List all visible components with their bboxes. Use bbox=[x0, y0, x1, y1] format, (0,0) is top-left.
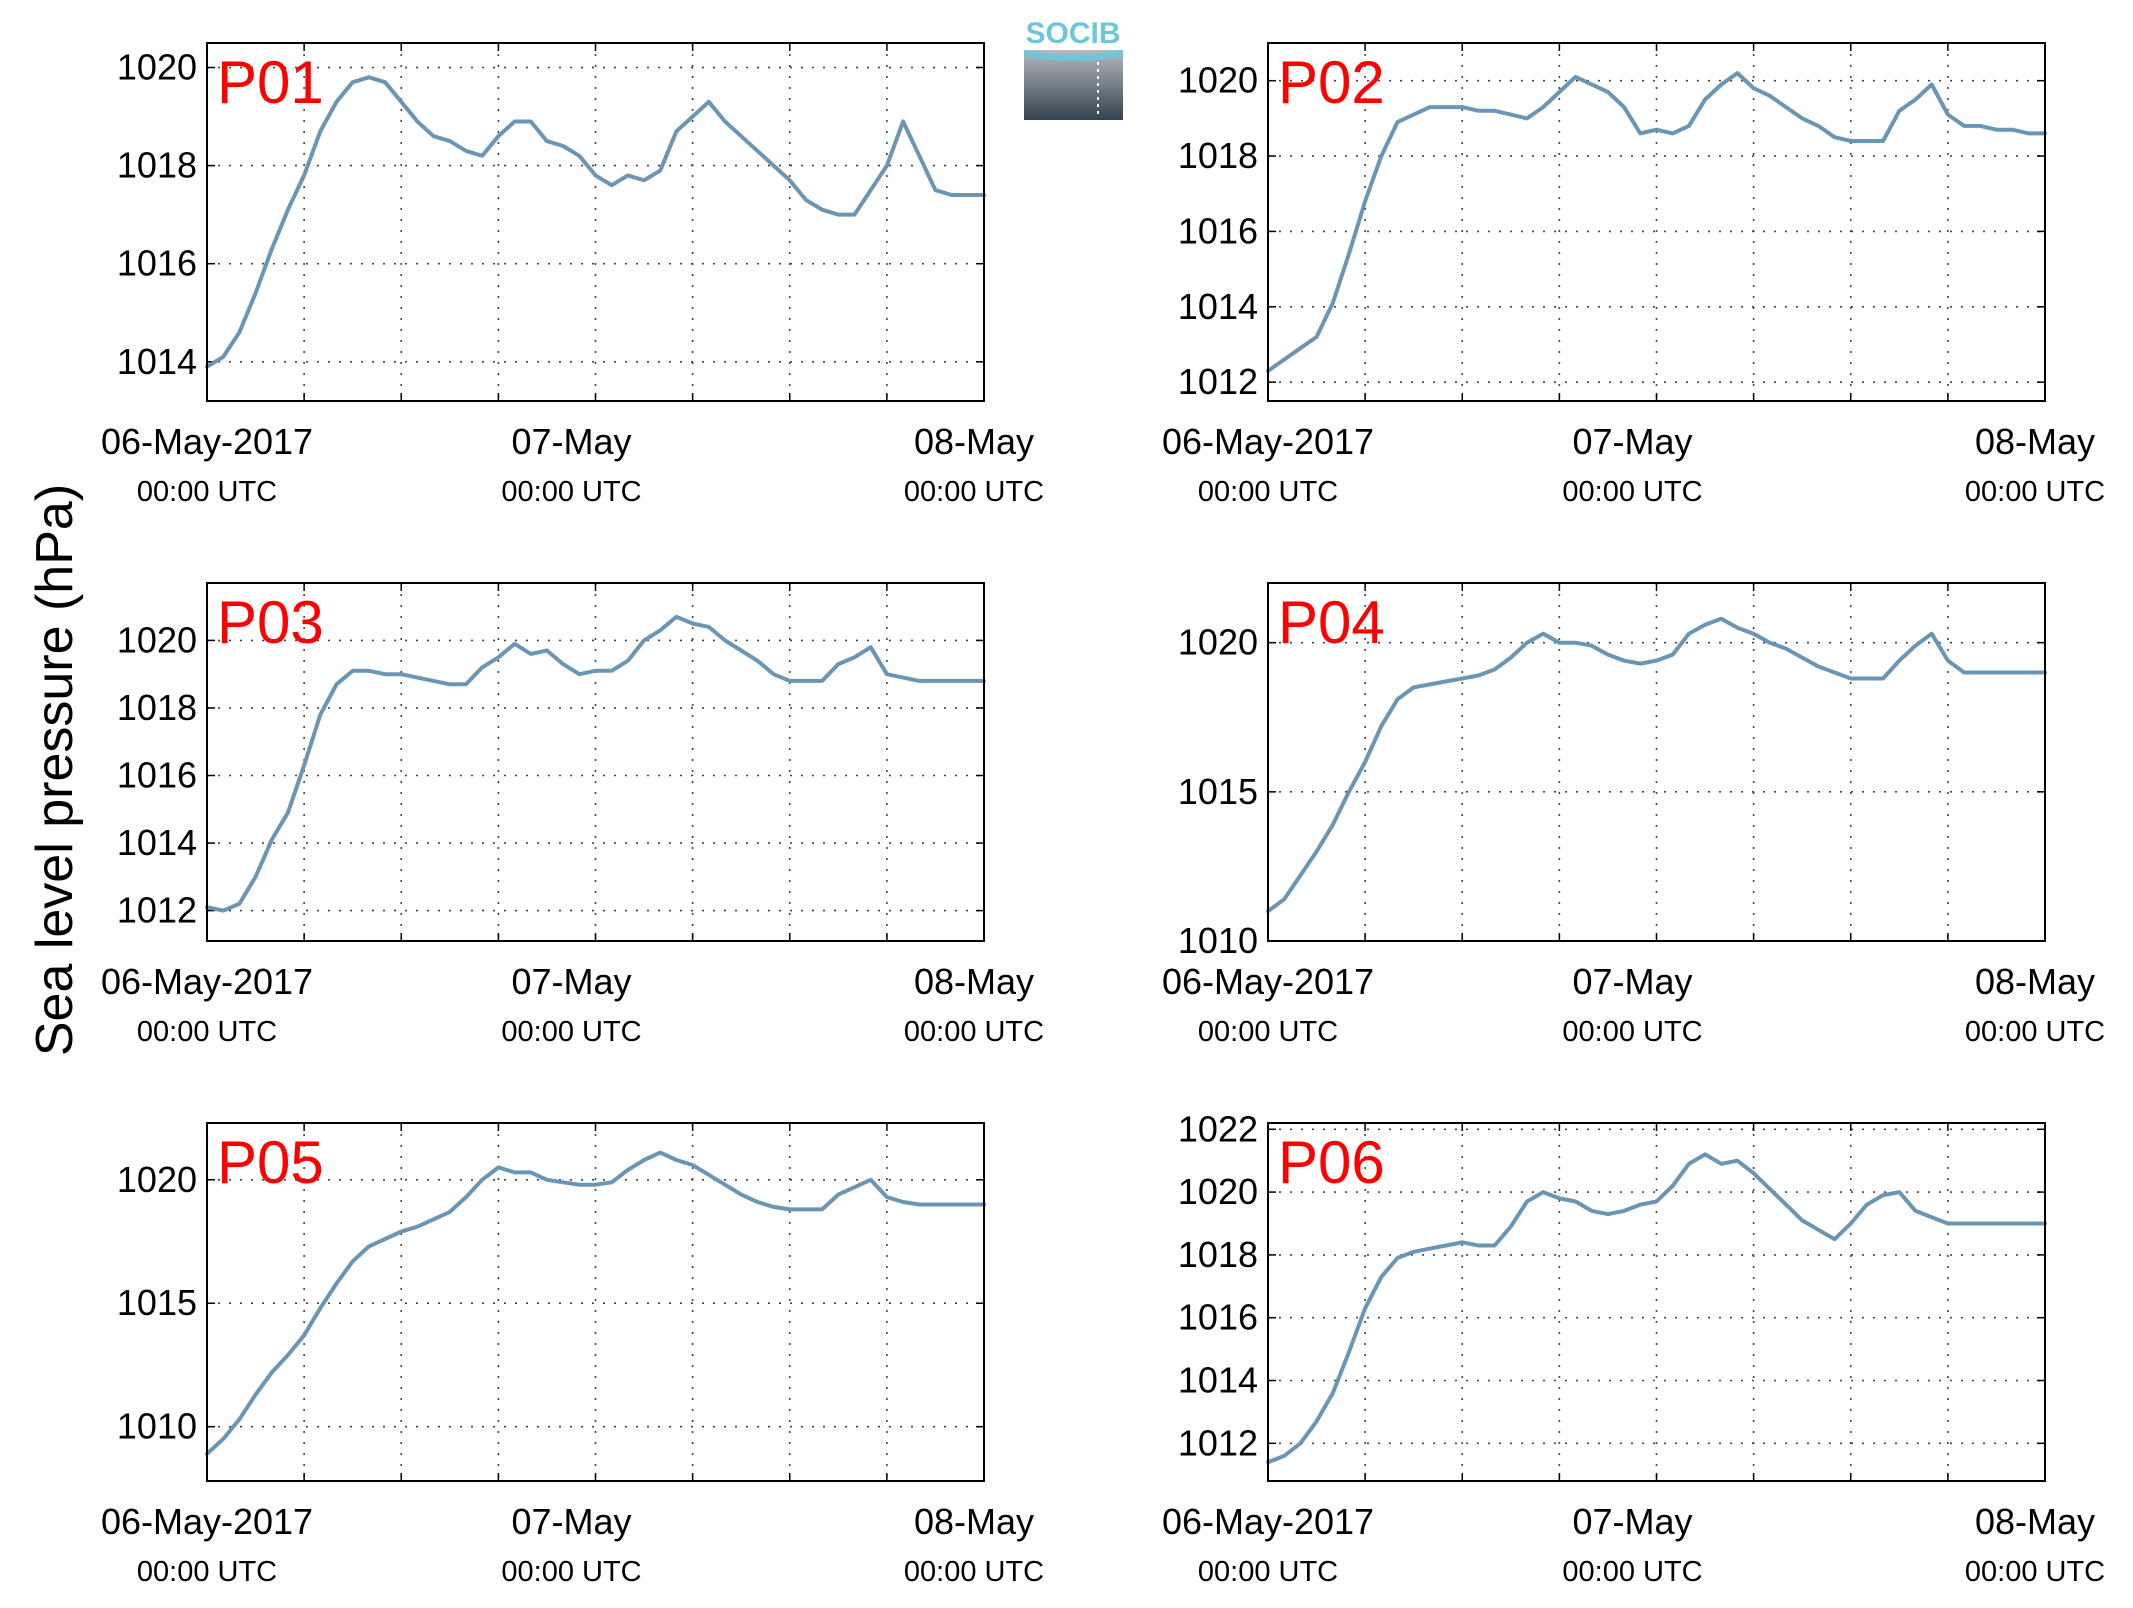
y-tick-label: 1016 bbox=[117, 755, 197, 796]
x-tick-time-label: 00:00 UTC bbox=[1198, 1016, 1338, 1048]
x-tick-date-label: 08-May bbox=[1975, 1501, 2095, 1542]
y-tick-label: 1018 bbox=[117, 145, 197, 186]
y-tick-label: 1014 bbox=[117, 341, 197, 382]
x-tick-date-label: 07-May bbox=[511, 1501, 631, 1542]
series-line bbox=[1266, 1152, 2047, 1465]
x-tick-date-label: 08-May bbox=[914, 421, 1034, 462]
panel-p01: 1014 1016 1018 1020 06-May-2017 00:00 UTC 07-M… bbox=[101, 42, 1044, 508]
y-tick-label: 1020 bbox=[1178, 622, 1258, 663]
plot-frame bbox=[206, 582, 985, 942]
x-tick-date-label: 07-May bbox=[1572, 1501, 1692, 1542]
panel-title: P05 bbox=[217, 1129, 324, 1196]
panel-title: P03 bbox=[217, 589, 324, 656]
panel-p06: 1012 1014 1016 1018 1020 1022 06-May-2017 00:00… bbox=[1162, 1108, 2105, 1588]
panel-title: P01 bbox=[217, 49, 324, 116]
plot-frame bbox=[1267, 42, 2046, 402]
x-tick-date-label: 06-May-2017 bbox=[101, 961, 313, 1002]
x-tick-date-label: 07-May bbox=[1572, 961, 1692, 1002]
y-tick-label: 1018 bbox=[1178, 135, 1258, 176]
x-tick-date-label: 08-May bbox=[1975, 421, 2095, 462]
x-tick-time-label: 00:00 UTC bbox=[1198, 1556, 1338, 1588]
x-tick-date-label: 06-May-2017 bbox=[101, 421, 313, 462]
x-tick-date-label: 06-May-2017 bbox=[1162, 421, 1374, 462]
x-tick-time-label: 00:00 UTC bbox=[1562, 476, 1702, 508]
x-tick-date-label: 08-May bbox=[914, 961, 1034, 1002]
plot-frame bbox=[1267, 582, 2046, 942]
y-tick-label: 1014 bbox=[117, 822, 197, 863]
socib-logo: SOCIB bbox=[1024, 17, 1123, 120]
global-ylabel: Sea level pressure (hPa) bbox=[26, 484, 84, 1056]
series-line bbox=[205, 614, 986, 913]
y-tick-label: 1010 bbox=[1178, 920, 1258, 961]
x-tick-time-label: 00:00 UTC bbox=[501, 1016, 641, 1048]
x-tick-time-label: 00:00 UTC bbox=[904, 476, 1044, 508]
y-tick-label: 1020 bbox=[117, 1159, 197, 1200]
x-tick-time-label: 00:00 UTC bbox=[137, 1556, 277, 1588]
x-tick-date-label: 06-May-2017 bbox=[101, 1501, 313, 1542]
y-tick-label: 1014 bbox=[1178, 286, 1258, 327]
x-tick-time-label: 00:00 UTC bbox=[1562, 1016, 1702, 1048]
y-tick-label: 1016 bbox=[1178, 210, 1258, 251]
y-tick-label: 1020 bbox=[117, 619, 197, 660]
y-tick-label: 1020 bbox=[1178, 1171, 1258, 1212]
x-tick-time-label: 00:00 UTC bbox=[1198, 476, 1338, 508]
x-tick-time-label: 00:00 UTC bbox=[137, 476, 277, 508]
y-tick-label: 1018 bbox=[1178, 1234, 1258, 1275]
y-tick-label: 1020 bbox=[117, 47, 197, 88]
y-tick-label: 1012 bbox=[117, 890, 197, 931]
y-tick-label: 1020 bbox=[1178, 60, 1258, 101]
y-tick-label: 1015 bbox=[117, 1282, 197, 1323]
x-tick-date-label: 07-May bbox=[511, 421, 631, 462]
panel-p03: 1012 1014 1016 1018 1020 06-May-2017 00:00 UTC… bbox=[101, 582, 1044, 1048]
y-tick-label: 1014 bbox=[1178, 1360, 1258, 1401]
x-tick-time-label: 00:00 UTC bbox=[904, 1016, 1044, 1048]
plot-frame bbox=[206, 42, 985, 402]
series-line bbox=[205, 75, 986, 369]
y-tick-label: 1012 bbox=[1178, 1422, 1258, 1463]
plot-frame bbox=[206, 1122, 985, 1482]
y-tick-label: 1012 bbox=[1178, 361, 1258, 402]
y-tick-label: 1016 bbox=[1178, 1297, 1258, 1338]
panel-title: P04 bbox=[1278, 589, 1385, 656]
series-line bbox=[1266, 616, 2047, 914]
x-tick-time-label: 00:00 UTC bbox=[1965, 476, 2105, 508]
x-tick-time-label: 00:00 UTC bbox=[501, 1556, 641, 1588]
x-tick-date-label: 06-May-2017 bbox=[1162, 961, 1374, 1002]
x-tick-time-label: 00:00 UTC bbox=[501, 476, 641, 508]
x-tick-date-label: 08-May bbox=[1975, 961, 2095, 1002]
x-tick-time-label: 00:00 UTC bbox=[904, 1556, 1044, 1588]
x-tick-date-label: 07-May bbox=[1572, 421, 1692, 462]
plot-frame bbox=[1267, 1122, 2046, 1482]
logo-text: SOCIB bbox=[1025, 17, 1120, 50]
x-tick-time-label: 00:00 UTC bbox=[1965, 1556, 2105, 1588]
x-tick-time-label: 00:00 UTC bbox=[137, 1016, 277, 1048]
y-tick-label: 1010 bbox=[117, 1406, 197, 1447]
panel-p02: 1012 1014 1016 1018 1020 06-May-2017 00:00 UTC… bbox=[1162, 42, 2105, 508]
x-tick-date-label: 07-May bbox=[511, 961, 631, 1002]
panel-p04: 1010 1015 1020 06-May-2017 00:00 UTC 07-May 00… bbox=[1162, 582, 2105, 1048]
panel-title: P06 bbox=[1278, 1129, 1385, 1196]
x-tick-time-label: 00:00 UTC bbox=[1965, 1016, 2105, 1048]
panel-title: P02 bbox=[1278, 49, 1385, 116]
y-tick-label: 1016 bbox=[117, 243, 197, 284]
series-line bbox=[205, 1150, 986, 1456]
logo-mark bbox=[1024, 50, 1123, 120]
logo-wave bbox=[1024, 50, 1123, 61]
series-line bbox=[1266, 71, 2047, 373]
x-tick-date-label: 08-May bbox=[914, 1501, 1034, 1542]
y-tick-label: 1022 bbox=[1178, 1108, 1258, 1149]
y-tick-label: 1018 bbox=[117, 687, 197, 728]
y-tick-label: 1015 bbox=[1178, 771, 1258, 812]
x-tick-date-label: 06-May-2017 bbox=[1162, 1501, 1374, 1542]
x-tick-time-label: 00:00 UTC bbox=[1562, 1556, 1702, 1588]
panel-p05: 1010 1015 1020 06-May-2017 00:00 UTC 07-May 00… bbox=[101, 1122, 1044, 1588]
